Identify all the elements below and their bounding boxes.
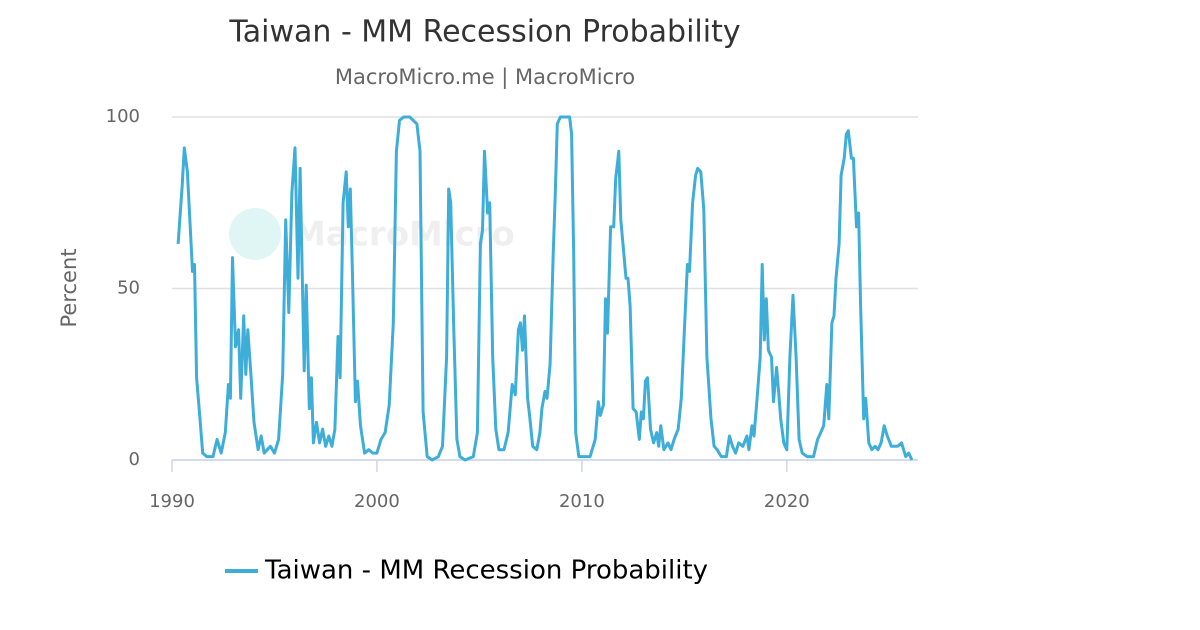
series-line xyxy=(176,115,914,462)
chart-title: Taiwan - MM Recession Probability xyxy=(228,15,740,50)
x-tick-label: 2000 xyxy=(354,491,400,512)
watermark-logo xyxy=(229,208,281,260)
x-tick-label: 2020 xyxy=(764,491,810,512)
x-tick-label: 1990 xyxy=(149,491,195,512)
legend-label: Taiwan - MM Recession Probability xyxy=(264,556,708,586)
watermark: MacroMicro xyxy=(292,215,515,255)
y-tick-label: 0 xyxy=(129,449,140,470)
y-tick-label: 50 xyxy=(117,278,140,299)
y-axis-label: Percent xyxy=(57,248,81,327)
y-tick-label: 100 xyxy=(106,106,140,127)
x-tick-label: 2010 xyxy=(559,491,605,512)
chart-subtitle: MacroMicro.me | MacroMicro xyxy=(335,65,635,90)
